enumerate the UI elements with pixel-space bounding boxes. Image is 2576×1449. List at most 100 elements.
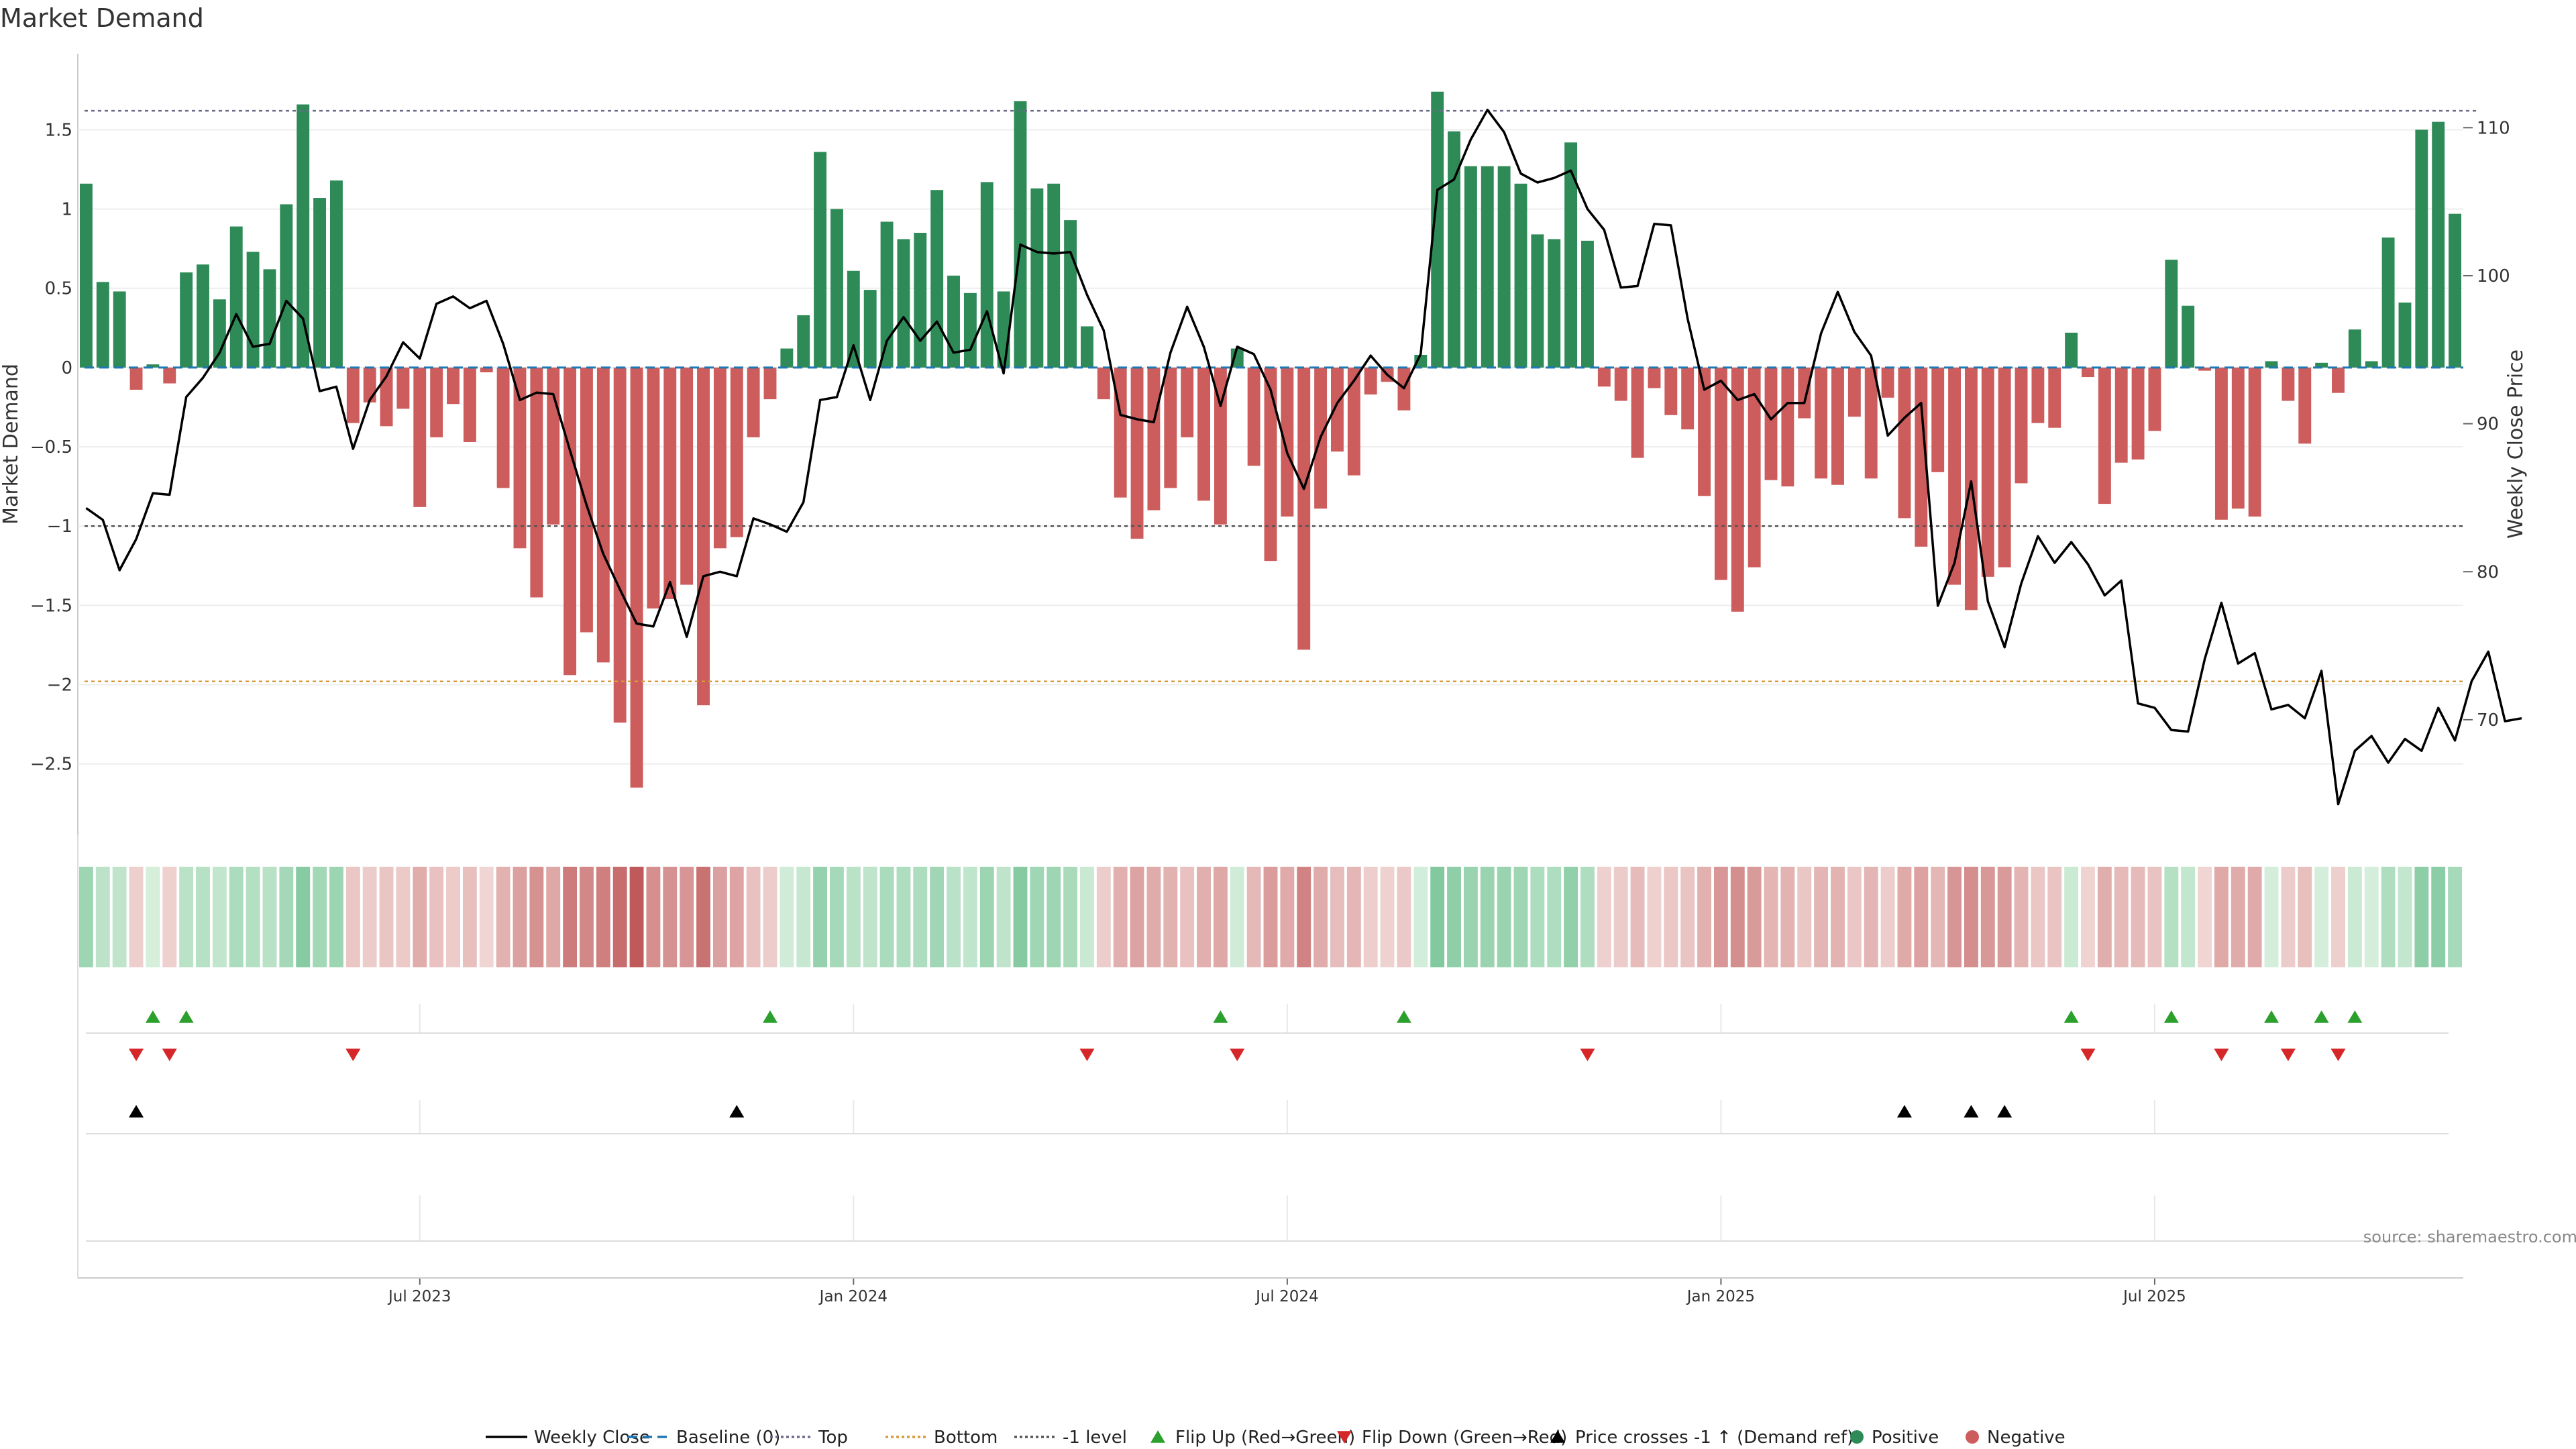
chart-legend: Weekly Close Baseline (0) Top Bottom -1 leve… [486,1428,2065,1448]
demand-bar [96,282,109,368]
source-note: source: sharemaestro.com [2363,1228,2576,1246]
heat-cell [2364,867,2379,967]
heat-cell [212,867,227,967]
demand-bar [880,221,894,368]
heat-cell [863,867,877,967]
heat-cell [112,867,127,967]
demand-bar [213,299,226,368]
chart-title: Market Demand [0,3,204,33]
demand-bar [1281,367,1294,517]
legend-label: Flip Down (Green→Red) [1362,1428,1567,1448]
y-axis-right: 110 100 90 80 70 [2463,118,2510,731]
flip-down-marker [129,1049,144,1061]
flip-up-marker [2314,1010,2329,1023]
y-tick-label-left: 0 [61,358,72,378]
legend-item: Baseline (0) [628,1428,780,1448]
demand-bar [1448,131,1460,368]
y-tick-label-left: 0.5 [45,279,72,299]
demand-bar [263,269,276,368]
heat-cell [1163,867,1178,967]
heat-cell [1380,867,1395,967]
heat-cell [362,867,377,967]
heat-cell [1931,867,1945,967]
heat-cell [446,867,460,967]
legend-label: Positive [1872,1428,1939,1448]
heat-cell [746,867,761,967]
heat-cell [596,867,610,967]
heat-cell [680,867,694,967]
heat-cell [1346,867,1361,967]
demand-bar [2214,367,2228,520]
demand-bar [1297,367,1311,650]
heat-cell [79,867,93,967]
heat-cell [1397,867,1411,967]
heat-cell [1764,867,1778,967]
demand-bar [1981,367,1994,577]
legend-swatch [1550,1430,1565,1443]
demand-bar [2114,367,2128,463]
demand-bar [2048,367,2061,428]
heat-cell [879,867,894,967]
heat-cell [1864,867,1878,967]
demand-bar [2348,329,2361,368]
heat-cell [2114,867,2129,967]
heat-cell [2181,867,2196,967]
heat-cell [479,867,494,967]
demand-bar [1948,367,1962,585]
flip-down-marker [1580,1049,1595,1061]
weekly-close-polyline [85,109,2522,806]
heat-cell [529,867,544,967]
y-tick-label-left: −1.5 [30,596,72,616]
y-axis-left-label: Market Demand [0,364,23,525]
heat-cell [2214,867,2229,967]
heat-cell [162,867,177,967]
demand-bar [1481,166,1494,368]
legend-label: Bottom [934,1428,998,1448]
flip-down-marker [162,1049,177,1061]
heat-cell [2231,867,2245,967]
legend-item: Top [770,1428,848,1448]
demand-bar [447,367,460,405]
heat-cell [2047,867,2062,967]
heat-cell [696,867,710,967]
heat-cell [1146,867,1161,967]
demand-bar [2365,361,2378,368]
demand-bar [1497,166,1511,368]
y-tick-label-right: 110 [2477,118,2510,138]
heat-cell [1797,867,1812,967]
demand-bar [180,272,193,368]
demand-bar [1130,367,1144,539]
demand-bar [246,252,260,368]
demand-bar [863,290,877,368]
demand-bar [163,367,176,384]
demand-bar [1347,367,1360,476]
heat-cell [1197,867,1211,967]
demand-bar [1664,367,1678,415]
y-axis-left: 1.5 1 0.5 0 −0.5 −1 −1.5 −2 −2.5 [30,120,72,774]
demand-bar [1998,367,2011,568]
demand-bar [613,367,627,723]
demand-bar [1014,101,1027,368]
heat-cell [947,867,961,967]
flip-up-marker [1213,1010,1228,1023]
heat-cell [2264,867,2279,967]
demand-bar [547,367,560,525]
flip-up-marker [2063,1010,2079,1023]
price-cross-marker [1896,1105,1912,1118]
heat-cell [296,867,311,967]
heat-cell [1680,867,1695,967]
heat-cell [196,867,210,967]
demand-bar [1464,166,1477,368]
heat-cell [896,867,911,967]
heat-cell [396,867,411,967]
heat-cell [2281,867,2296,967]
heat-cell [95,867,110,967]
heat-cell [279,867,294,967]
heat-cell [1530,867,1545,967]
x-tick-label: Jul 2025 [2122,1288,2186,1305]
demand-bar [129,367,143,390]
heat-cell [1713,867,1728,967]
demand-bar [1064,220,1077,368]
y-tick-label-left: −1 [47,517,72,537]
heat-cell [1947,867,1962,967]
